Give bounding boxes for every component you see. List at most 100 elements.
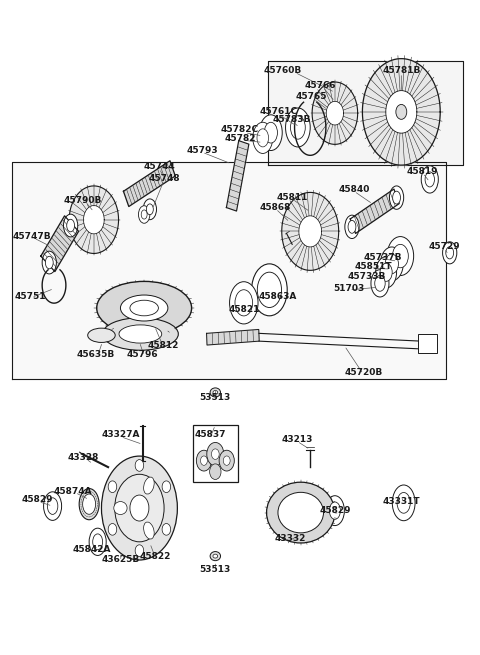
Text: 45748: 45748 [148, 174, 180, 183]
Polygon shape [12, 162, 446, 379]
Text: 45737B: 45737B [363, 253, 402, 262]
Text: 45796: 45796 [127, 350, 158, 360]
Ellipse shape [325, 496, 344, 525]
Ellipse shape [120, 295, 168, 321]
Ellipse shape [266, 482, 335, 543]
Polygon shape [362, 59, 440, 165]
Ellipse shape [88, 328, 115, 343]
Text: 45819: 45819 [407, 167, 438, 176]
Ellipse shape [119, 325, 162, 343]
Ellipse shape [102, 318, 179, 350]
Text: 45842A: 45842A [73, 545, 111, 554]
Ellipse shape [143, 199, 156, 219]
Circle shape [201, 456, 207, 465]
Circle shape [135, 460, 144, 472]
Circle shape [210, 464, 221, 479]
Ellipse shape [93, 534, 103, 550]
Ellipse shape [144, 522, 154, 539]
Circle shape [108, 481, 117, 493]
Text: 45782: 45782 [224, 134, 256, 143]
Text: 45765: 45765 [295, 92, 327, 102]
Bar [418, 334, 437, 354]
Circle shape [115, 474, 164, 542]
Text: 45829: 45829 [319, 506, 350, 515]
Text: 43625B: 43625B [101, 555, 140, 564]
Ellipse shape [425, 172, 434, 187]
Ellipse shape [446, 247, 454, 259]
Polygon shape [227, 141, 249, 211]
Ellipse shape [213, 554, 218, 558]
Ellipse shape [278, 493, 324, 533]
Ellipse shape [264, 122, 277, 143]
Text: 45793: 45793 [186, 146, 218, 155]
Ellipse shape [257, 272, 281, 307]
Text: 45812: 45812 [147, 341, 179, 350]
Circle shape [101, 456, 178, 560]
Ellipse shape [380, 263, 392, 282]
Circle shape [196, 450, 212, 471]
Text: 45874A: 45874A [54, 487, 92, 496]
Text: 45783B: 45783B [273, 115, 312, 124]
Text: 45821: 45821 [229, 305, 261, 314]
Text: 45811: 45811 [276, 193, 308, 202]
Text: 43327A: 43327A [101, 430, 140, 439]
Ellipse shape [141, 210, 147, 219]
Ellipse shape [83, 494, 96, 514]
Polygon shape [69, 186, 119, 253]
Polygon shape [312, 82, 358, 144]
Ellipse shape [348, 220, 356, 233]
Ellipse shape [257, 129, 268, 147]
Ellipse shape [375, 276, 385, 291]
Text: 45782C: 45782C [221, 125, 259, 134]
Ellipse shape [381, 247, 403, 281]
Text: 53513: 53513 [200, 565, 231, 574]
Ellipse shape [387, 236, 414, 276]
Ellipse shape [44, 492, 61, 520]
Text: 43331T: 43331T [383, 497, 420, 506]
Ellipse shape [114, 502, 127, 515]
Text: 45760B: 45760B [264, 66, 302, 75]
Text: 45766: 45766 [305, 81, 336, 90]
Text: 45863A: 45863A [259, 292, 297, 301]
Circle shape [162, 523, 171, 535]
Ellipse shape [329, 502, 340, 519]
Ellipse shape [392, 485, 415, 521]
Text: 45868: 45868 [260, 203, 291, 212]
Ellipse shape [67, 219, 74, 232]
Text: 45829: 45829 [21, 495, 53, 504]
Polygon shape [206, 329, 259, 345]
Polygon shape [123, 160, 175, 206]
Text: 45747B: 45747B [13, 232, 51, 241]
Ellipse shape [396, 104, 407, 119]
Ellipse shape [89, 528, 106, 555]
Ellipse shape [385, 254, 398, 274]
Text: 43328: 43328 [68, 453, 99, 462]
Ellipse shape [443, 242, 457, 264]
Ellipse shape [252, 264, 287, 316]
Ellipse shape [397, 493, 410, 514]
Ellipse shape [96, 282, 192, 335]
Polygon shape [326, 102, 344, 125]
Text: 45751: 45751 [14, 292, 46, 301]
Circle shape [108, 523, 117, 535]
Ellipse shape [210, 388, 220, 397]
Polygon shape [268, 61, 463, 165]
Ellipse shape [146, 204, 153, 215]
Ellipse shape [392, 244, 408, 268]
Ellipse shape [253, 122, 273, 153]
Text: 45720B: 45720B [344, 369, 383, 377]
Ellipse shape [79, 489, 99, 519]
Text: 45822: 45822 [140, 552, 171, 561]
Ellipse shape [210, 552, 220, 561]
Circle shape [135, 545, 144, 557]
Text: 45840: 45840 [338, 185, 370, 195]
Polygon shape [350, 189, 399, 233]
Text: 43332: 43332 [274, 534, 305, 543]
Polygon shape [84, 206, 104, 234]
Bar [192, 425, 238, 482]
Text: 45761C: 45761C [260, 107, 298, 117]
Text: 53513: 53513 [200, 393, 231, 402]
Text: 45837: 45837 [195, 430, 227, 439]
Ellipse shape [45, 256, 53, 269]
Ellipse shape [48, 498, 58, 514]
